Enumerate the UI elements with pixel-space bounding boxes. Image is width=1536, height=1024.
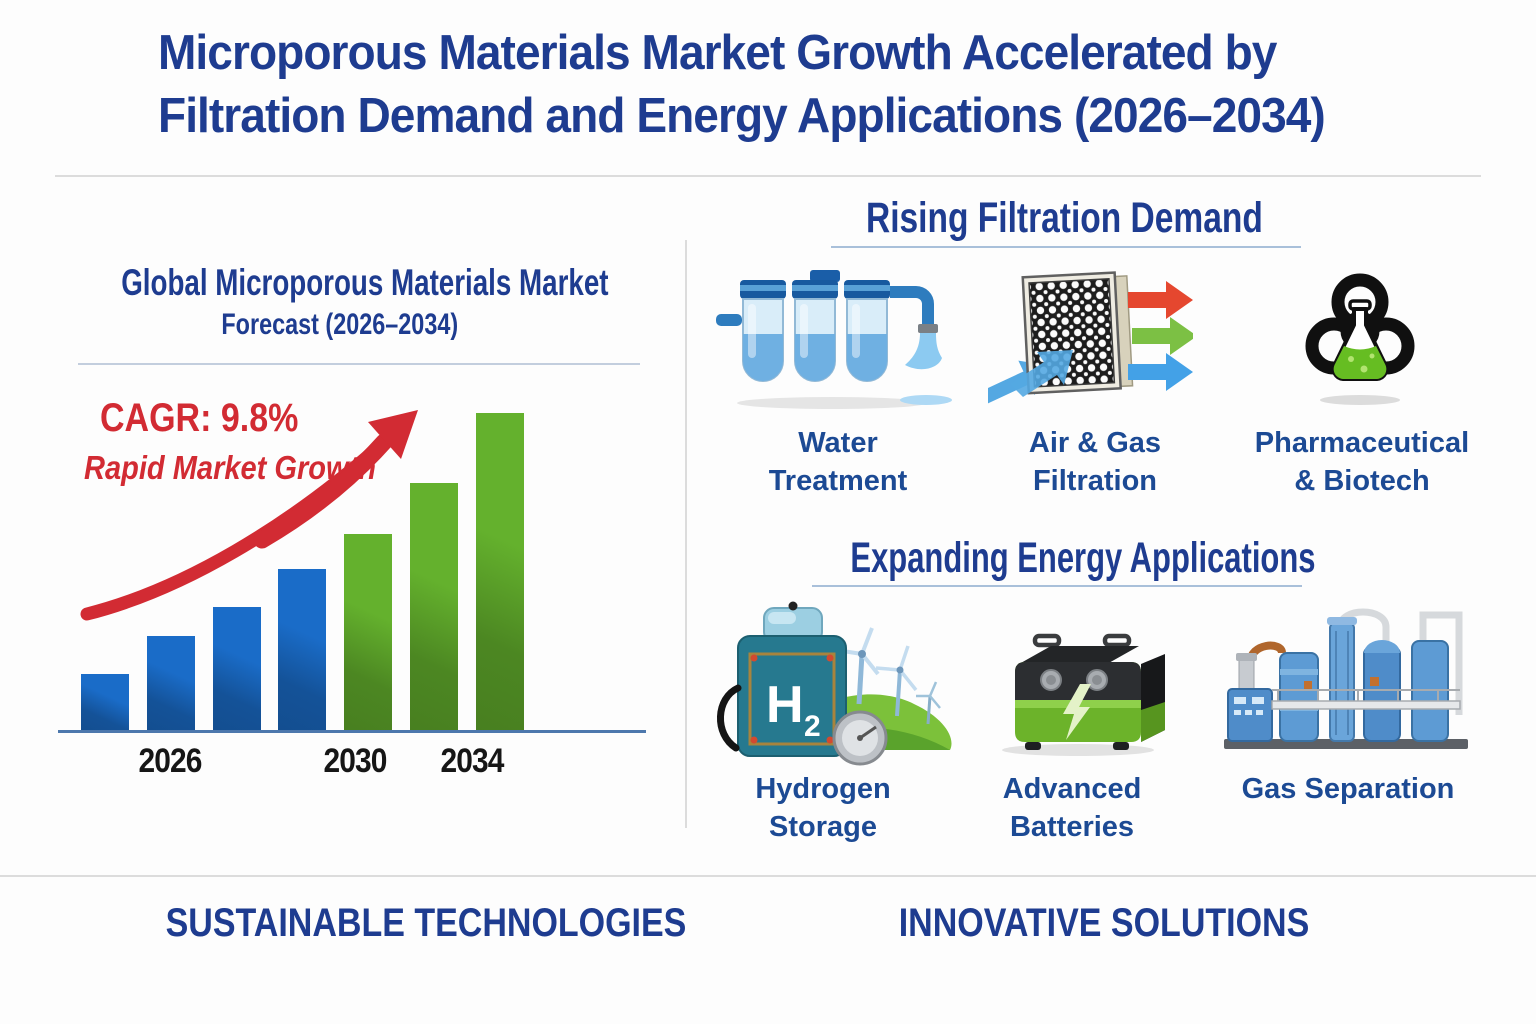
bar-1 [81, 674, 129, 731]
filtration-heading-underline [831, 246, 1301, 248]
bar-2 [147, 636, 195, 731]
h2-label-main: H [766, 676, 804, 734]
advanced-batteries-caption: Advanced Batteries [1002, 773, 1142, 843]
x-tick-2026: 2026 [138, 742, 202, 780]
bar-3 [213, 607, 261, 731]
top-divider [55, 175, 1481, 177]
x-tick-2030: 2030 [323, 742, 387, 780]
air-gas-filtration-icon [976, 266, 1197, 416]
cagr-label: CAGR: 9.8% [100, 396, 299, 440]
hydrogen-storage-caption: Hydrogen Storage [755, 773, 891, 843]
water-treatment-icon [714, 270, 959, 415]
chart-title-line1: Global Microporous Materials Market [121, 262, 609, 303]
chart-title-underline [78, 363, 640, 365]
footer-label-sustainable: SUSTAINABLE TECHNOLOGIES [165, 901, 687, 945]
page-title: Microporous Materials Market Growth Acce… [158, 22, 1326, 148]
energy-heading: Expanding Energy Applications [850, 534, 1316, 582]
x-axis-line [58, 730, 646, 733]
water-treatment-caption: Water Treatment [768, 427, 908, 497]
chart-title: Global Microporous Materials Market Fore… [40, 262, 640, 342]
bar-7 [476, 413, 524, 731]
energy-heading-underline [812, 585, 1302, 587]
x-tick-2034: 2034 [440, 742, 504, 780]
h2-label-sub: 2 [804, 710, 821, 743]
chart-title-line2: Forecast (2026–2034) [221, 308, 459, 341]
hydrogen-storage-icon: H 2 [714, 598, 959, 771]
pharma-biotech-caption: Pharmaceutical & Biotech [1254, 427, 1470, 497]
page-title-line2: Filtration Demand and Energy Application… [158, 89, 1326, 143]
air-gas-filtration-caption: Air & Gas Filtration [1028, 427, 1162, 497]
gas-separation-icon [1218, 597, 1473, 757]
page-title-line1: Microporous Materials Market Growth Acce… [158, 26, 1277, 80]
bar-chart [58, 400, 646, 733]
bar-6 [410, 483, 458, 731]
footer-label-innovative: INNOVATIVE SOLUTIONS [898, 901, 1310, 945]
vertical-divider [685, 240, 687, 828]
pharma-biotech-icon [1285, 264, 1435, 414]
bar-5 [344, 534, 392, 731]
filtration-heading: Rising Filtration Demand [865, 194, 1263, 242]
bottom-divider [0, 875, 1536, 877]
gas-separation-caption: Gas Separation [1241, 773, 1455, 805]
advanced-batteries-icon [985, 618, 1170, 763]
bar-4 [278, 569, 326, 731]
